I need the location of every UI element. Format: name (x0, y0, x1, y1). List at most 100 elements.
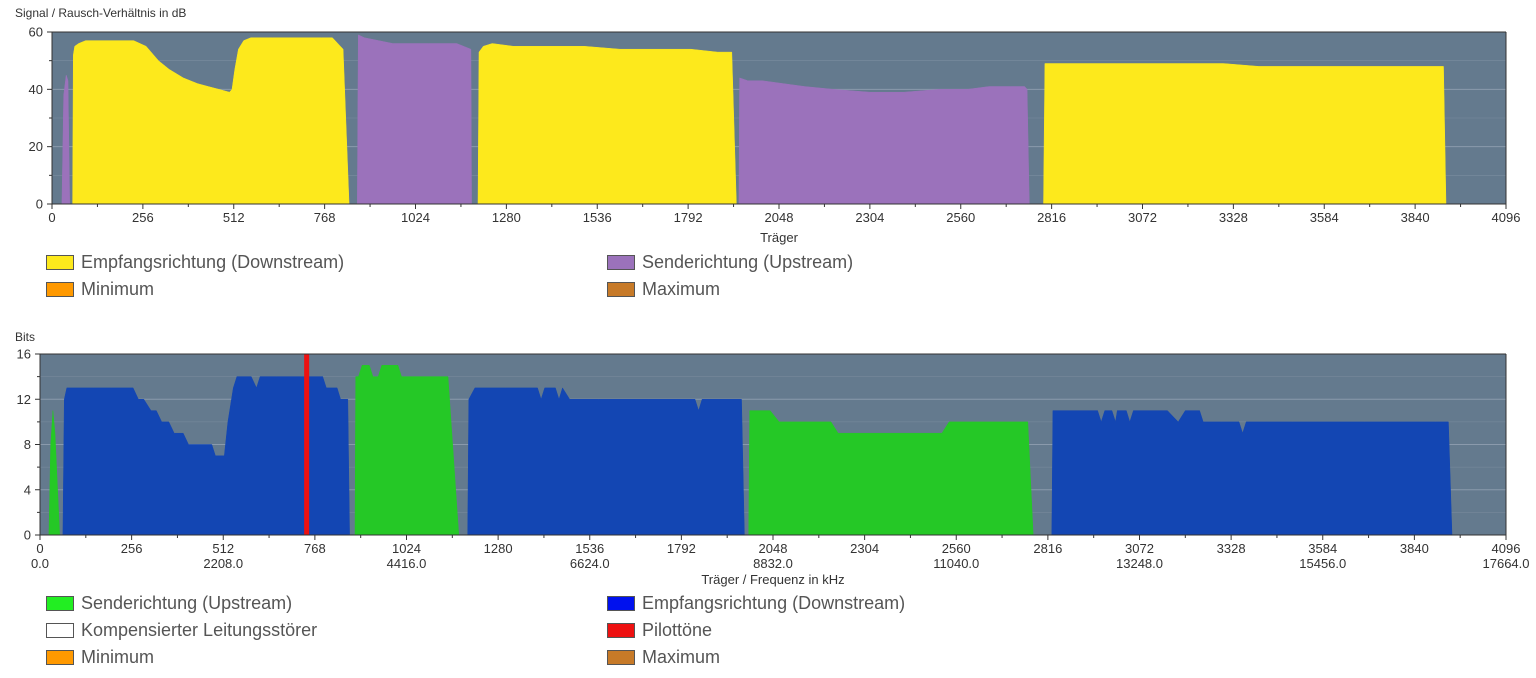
bits-freq-tick-label: 2208.0 (203, 556, 243, 571)
bits-freq-tick-label: 17664.0 (1483, 556, 1530, 571)
snr-series-0-area-2 (738, 77, 1030, 205)
bits-x-tick-label: 512 (212, 541, 234, 556)
bits-x-tick-label: 3072 (1125, 541, 1154, 556)
bits-x-tick-label: 1024 (392, 541, 421, 556)
bits-legend-label: Senderichtung (Upstream) (81, 592, 293, 613)
bits-pilot-tone (304, 354, 310, 535)
snr-y-tick-label: 60 (29, 25, 43, 40)
snr-series-0-area-1 (357, 34, 472, 205)
bits-x-tick-label: 768 (304, 541, 326, 556)
bits-x-tick-label: 2304 (850, 541, 879, 556)
bits-series-0-area-1 (354, 365, 460, 536)
snr-legend: Empfangsrichtung (Downstream) Senderichtu… (46, 251, 1186, 301)
snr-series-1-area-0 (72, 37, 350, 205)
bits-legend-label: Minimum (81, 646, 155, 667)
bits-legend-item[interactable]: Minimum (46, 646, 154, 668)
snr-x-tick-label: 2816 (1037, 210, 1066, 225)
bits-legend-label: Maximum (642, 646, 721, 667)
bits-y-tick-label: 8 (24, 437, 31, 452)
snr-x-tick-label: 1792 (674, 210, 703, 225)
bits-legend-item[interactable]: Empfangsrichtung (Downstream) (607, 592, 905, 614)
bits-x-tick-label: 256 (121, 541, 143, 556)
bits-y-tick-label: 16 (17, 347, 31, 362)
snr-legend-item[interactable]: Senderichtung (Upstream) (607, 251, 853, 273)
bits-legend-item[interactable]: Kompensierter Leitungsstörer (46, 619, 317, 641)
bits-y-tick-label: 4 (24, 482, 31, 497)
bits-freq-tick-label: 15456.0 (1299, 556, 1346, 571)
bits-x-tick-label: 2816 (1033, 541, 1062, 556)
bits-x-tick-label: 4096 (1492, 541, 1521, 556)
bits-legend-swatch (607, 622, 635, 638)
bits-series-1-area-0 (62, 376, 350, 536)
bits-legend-item[interactable]: Maximum (607, 646, 720, 668)
bits-legend-swatch (46, 595, 74, 611)
snr-x-tick-label: 3840 (1401, 210, 1430, 225)
snr-y-tick-label: 40 (29, 82, 43, 97)
bits-series-0-area-2 (748, 410, 1034, 536)
snr-x-tick-label: 512 (223, 210, 245, 225)
snr-chart: 0 20 40 60 0 256 512 768 1024 1280 1536 1792 2048 230… (29, 25, 1521, 246)
bits-x-tick-label: 1280 (484, 541, 513, 556)
bits-x-tick-label: 2560 (942, 541, 971, 556)
bits-legend-label: Empfangsrichtung (Downstream) (642, 592, 906, 613)
snr-legend-label: Maximum (642, 278, 721, 299)
bits-legend-label: Kompensierter Leitungsstörer (81, 619, 318, 640)
snr-legend-label: Senderichtung (Upstream) (642, 251, 854, 272)
snr-y-tick-label: 0 (36, 197, 43, 212)
snr-x-tick-label: 3072 (1128, 210, 1157, 225)
bits-y-tick-label: 0 (24, 528, 31, 543)
bits-legend: Senderichtung (Upstream) Empfangsrichtung… (46, 592, 1186, 672)
bits-legend-label: Pilottöne (642, 619, 713, 640)
snr-x-axis-title: Träger (760, 230, 798, 245)
snr-x-tick-label: 4096 (1492, 210, 1521, 225)
bits-x-tick-label: 0 (36, 541, 43, 556)
bits-freq-tick-label: 8832.0 (753, 556, 793, 571)
snr-x-tick-label: 3328 (1219, 210, 1248, 225)
snr-y-tick-label: 20 (29, 139, 43, 154)
bits-freq-tick-label: 6624.0 (570, 556, 610, 571)
bits-y-tick-label: 12 (17, 392, 31, 407)
snr-x-tick-label: 768 (314, 210, 336, 225)
snr-legend-label: Minimum (81, 278, 155, 299)
snr-legend-swatch (46, 254, 74, 270)
snr-legend-swatch (607, 254, 635, 270)
snr-legend-swatch (607, 281, 635, 297)
bits-x-tick-label: 2048 (759, 541, 788, 556)
bits-x-axis-title: Träger / Frequenz in kHz (701, 572, 844, 587)
bits-series-1-area-1 (467, 387, 745, 536)
bits-legend-swatch (46, 622, 74, 638)
snr-legend-item[interactable]: Empfangsrichtung (Downstream) (46, 251, 344, 273)
bits-legend-swatch (607, 649, 635, 665)
snr-x-tick-label: 1536 (583, 210, 612, 225)
snr-x-tick-label: 256 (132, 210, 154, 225)
bits-legend-swatch (46, 649, 74, 665)
bits-legend-item[interactable]: Pilottöne (607, 619, 712, 641)
snr-series-1-area-2 (1043, 63, 1447, 205)
bits-legend-swatch (607, 595, 635, 611)
bits-freq-tick-label: 13248.0 (1116, 556, 1163, 571)
bits-series-1-area-2 (1051, 410, 1453, 536)
snr-x-tick-label: 2304 (855, 210, 884, 225)
snr-legend-item[interactable]: Maximum (607, 278, 720, 300)
snr-legend-label: Empfangsrichtung (Downstream) (81, 251, 345, 272)
snr-x-tick-label: 2560 (946, 210, 975, 225)
bits-legend-item[interactable]: Senderichtung (Upstream) (46, 592, 292, 614)
snr-x-tick-label: 1280 (492, 210, 521, 225)
bits-x-tick-label: 1792 (667, 541, 696, 556)
bits-x-tick-label: 3328 (1217, 541, 1246, 556)
snr-x-tick-label: 1024 (401, 210, 430, 225)
snr-x-tick-label: 3584 (1310, 210, 1339, 225)
bits-freq-tick-label: 4416.0 (387, 556, 427, 571)
snr-legend-item[interactable]: Minimum (46, 278, 154, 300)
bits-y-axis-title: Bits (15, 330, 36, 344)
snr-x-tick-label: 0 (48, 210, 55, 225)
bits-freq-tick-label: 11040.0 (933, 556, 979, 571)
bits-freq-tick-label: 0.0 (31, 556, 49, 571)
bits-x-tick-label: 1536 (575, 541, 604, 556)
snr-y-axis-title: Signal / Rausch-Verhältnis in dB (15, 6, 187, 20)
bits-x-tick-label: 3840 (1400, 541, 1429, 556)
snr-series-1-area-1 (477, 43, 737, 205)
snr-x-tick-label: 2048 (765, 210, 794, 225)
snr-legend-swatch (46, 281, 74, 297)
